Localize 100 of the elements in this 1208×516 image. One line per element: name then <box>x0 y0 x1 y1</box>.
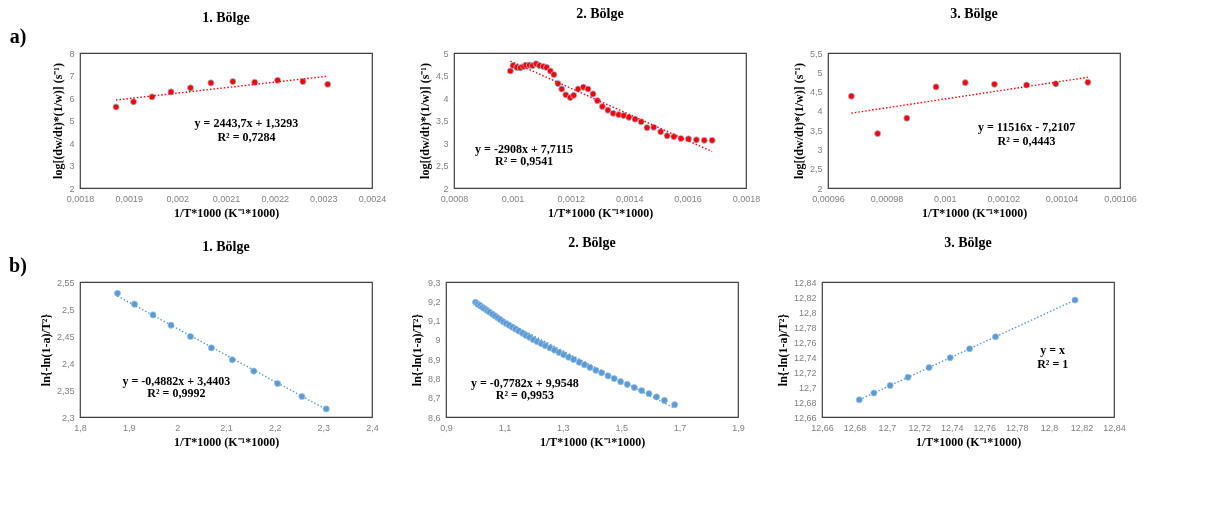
y-tick-label: 2,35 <box>56 385 75 396</box>
x-tick-label: 0,0022 <box>261 193 289 204</box>
x-axis-title: 1/T*1000 (K⁻¹*1000) <box>547 205 654 220</box>
x-tick-label: 2,4 <box>366 422 379 433</box>
y-tick-label: 5,5 <box>809 48 823 59</box>
annotation: R² = 0,7284 <box>217 129 276 144</box>
y-tick-label: 2,5 <box>809 164 823 175</box>
chart-title: 3. Bölge <box>944 235 992 250</box>
y-tick-label: 12,76 <box>793 337 817 348</box>
text: a) <box>9 25 27 48</box>
chart-title: 2. Bölge <box>568 235 616 250</box>
x-axis-title: 1/T*1000 (K⁻¹*1000) <box>539 434 646 449</box>
annotation: y = -2908x + 7,7115 <box>475 141 574 156</box>
x-tick-label: 0,0018 <box>66 193 95 204</box>
x-tick-label: 0,002 <box>166 193 190 204</box>
y-tick-label: 2,3 <box>61 412 75 423</box>
x-tick-label: 1,1 <box>498 422 512 433</box>
x-tick-label: 0,001 <box>501 193 525 204</box>
y-tick-label: 12,82 <box>793 292 817 303</box>
x-tick-label: 2,2 <box>268 422 282 433</box>
y-tick-label: 3 <box>69 161 75 171</box>
x-tick-label: 0,00104 <box>1045 193 1079 204</box>
x-tick-label: 0,0016 <box>674 193 702 204</box>
y-tick-label: 7 <box>69 71 75 81</box>
chart-title: 3. Bölge <box>950 6 998 21</box>
x-tick-label: 12,84 <box>1103 422 1126 433</box>
y-tick-label: 2,45 <box>56 331 75 342</box>
x-tick-label: 1,9 <box>732 422 745 433</box>
y-tick-label: 12,8 <box>798 307 817 318</box>
y-tick-label: 8,6 <box>427 412 441 423</box>
y-tick-label: 2 <box>817 183 823 194</box>
y-axis-title: ln{-ln(1-a)/T²} <box>38 313 53 387</box>
annotation: R² = 0,9541 <box>495 154 554 168</box>
x-tick-label: 12,78 <box>1005 422 1029 433</box>
x-tick-label: 0,9 <box>440 422 453 433</box>
x-tick-label: 12,8 <box>1040 422 1059 433</box>
text: b) <box>9 254 27 277</box>
chart-title: 1. Bölge <box>202 10 250 25</box>
x-tick-label: 12,72 <box>908 422 932 433</box>
x-tick-label: 2,3 <box>317 422 331 433</box>
y-tick-label: 5 <box>443 48 449 59</box>
y-tick-label: 2 <box>69 183 75 194</box>
y-tick-label: 9 <box>435 335 441 346</box>
y-tick-label: 2,4 <box>61 358 75 369</box>
chart-title: 1. Bölge <box>202 239 250 254</box>
y-axis-title: log[(dw/dt)*(1/w)] (s⁻¹) <box>51 63 66 179</box>
y-axis-title: log[(dw/dt)*(1/w)] (s⁻¹) <box>791 63 806 179</box>
y-tick-label: 12,74 <box>793 352 817 363</box>
x-tick-label: 0,00098 <box>870 193 904 204</box>
y-tick-label: 8,9 <box>427 354 441 365</box>
y-tick-label: 8,7 <box>427 393 441 404</box>
y-tick-label: 2,5 <box>61 304 75 315</box>
x-axis-title: 1/T*1000 (K⁻¹*1000) <box>173 434 280 449</box>
y-tick-label: 4 <box>817 106 823 117</box>
x-axis-title: 1/T*1000 (K⁻¹*1000) <box>173 205 280 220</box>
x-tick-label: 2 <box>175 422 181 433</box>
x-tick-label: 12,82 <box>1070 422 1094 433</box>
y-tick-label: 6 <box>69 93 75 104</box>
x-tick-label: 0,0008 <box>440 193 469 204</box>
y-axis-title: log[(dw/dt)*(1/w)] (s⁻¹) <box>417 63 432 179</box>
y-tick-label: 2,55 <box>56 277 75 288</box>
y-tick-label: 8 <box>69 48 75 59</box>
y-tick-label: 3,5 <box>435 116 449 126</box>
annotation: y = 11516x - 7,2107 <box>977 120 1076 135</box>
y-axis-title: ln{-ln(1-a)/T²} <box>775 313 790 387</box>
x-tick-label: 1,9 <box>122 422 136 433</box>
y-tick-label: 2,5 <box>435 161 449 171</box>
x-tick-label: 12,76 <box>973 422 996 433</box>
y-tick-label: 4 <box>69 138 75 149</box>
annotation: R² = 0,9953 <box>495 388 554 403</box>
x-tick-label: 1,3 <box>557 422 570 433</box>
y-tick-label: 5 <box>817 67 823 78</box>
x-tick-label: 0,0018 <box>732 193 761 204</box>
annotation: y = -0,4882x + 3,4403 <box>122 373 231 388</box>
y-tick-label: 12,72 <box>793 367 817 378</box>
x-tick-label: 0,001 <box>934 193 957 204</box>
chart-title: 2. Bölge <box>576 6 624 21</box>
y-tick-label: 12,84 <box>793 277 817 288</box>
x-tick-label: 12,7 <box>878 422 897 433</box>
x-tick-label: 0,00096 <box>812 193 845 204</box>
y-tick-label: 8,8 <box>427 373 441 384</box>
y-tick-label: 9,2 <box>427 296 441 307</box>
y-tick-label: 3,5 <box>809 125 823 136</box>
annotation: y = x <box>1040 342 1066 357</box>
x-tick-label: 0,0014 <box>615 193 644 204</box>
y-tick-label: 5 <box>69 116 75 126</box>
y-tick-label: 4,5 <box>809 87 823 98</box>
x-tick-label: 1,7 <box>673 422 687 433</box>
y-tick-label: 2 <box>443 183 449 194</box>
y-tick-label: 3 <box>443 138 449 149</box>
y-tick-label: 12,68 <box>793 397 817 408</box>
x-tick-label: 2,1 <box>220 422 233 433</box>
x-tick-label: 0,0024 <box>358 193 387 204</box>
x-tick-label: 12,68 <box>843 422 867 433</box>
x-tick-label: 0,0023 <box>310 193 338 204</box>
x-tick-label: 12,74 <box>941 422 964 433</box>
y-tick-label: 9,1 <box>427 316 441 327</box>
y-tick-label: 4,5 <box>435 71 449 81</box>
x-axis-title: 1/T*1000 (K⁻¹*1000) <box>915 434 1022 449</box>
y-tick-label: 12,7 <box>798 382 817 393</box>
